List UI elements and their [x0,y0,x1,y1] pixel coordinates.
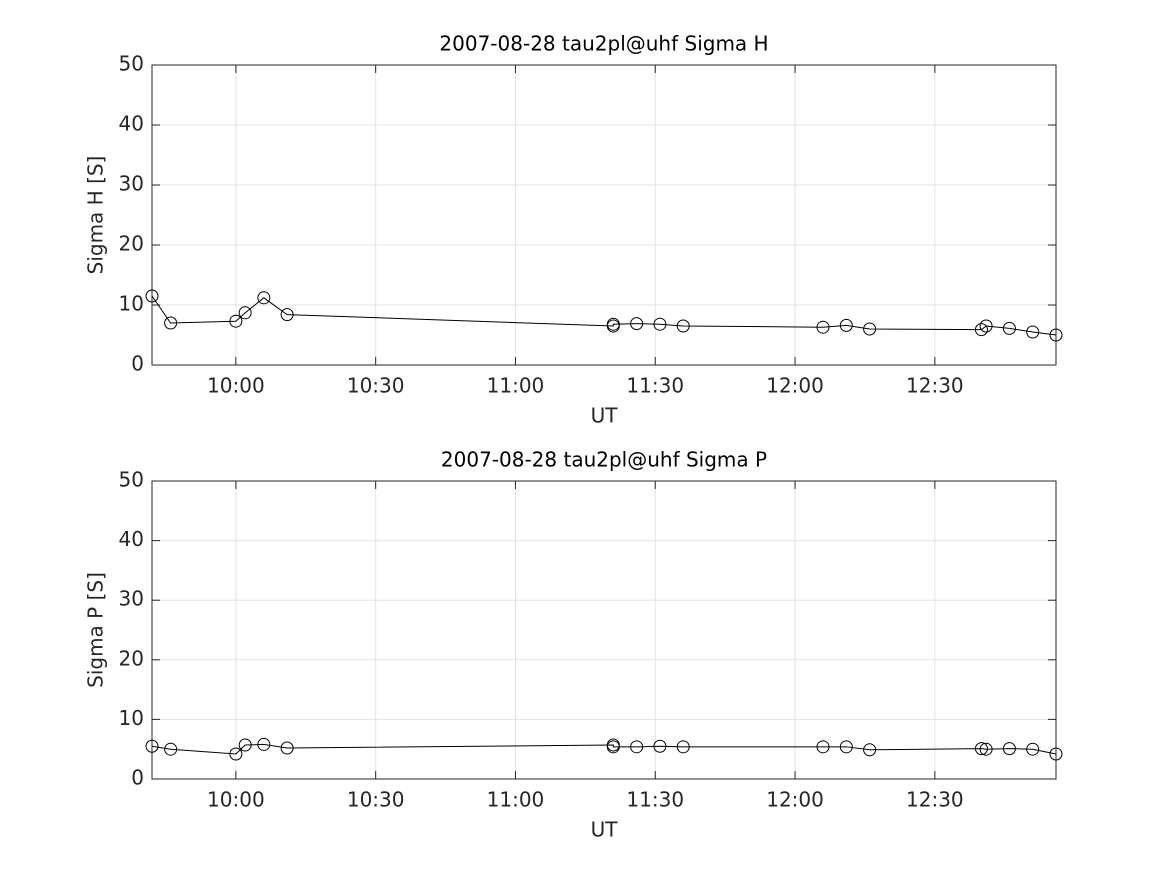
chart-title: 2007-08-28 tau2pl@uhf Sigma P [441,448,767,472]
x-tick-label: 12:00 [766,788,824,812]
data-point [653,739,667,753]
y-tick-label: 40 [119,527,144,551]
data-point [863,322,877,336]
data-point [630,740,644,754]
data-point [839,740,853,754]
data-point [974,323,988,337]
data-point [676,319,690,333]
x-axis-label: UT [591,818,619,842]
y-tick-label: 20 [119,646,144,670]
x-tick-label: 10:30 [347,788,405,812]
y-tick-label: 50 [119,468,144,492]
data-point [257,291,271,305]
data-point [676,740,690,754]
plot-frame [151,480,1057,780]
data-point [606,317,620,331]
data-point [839,318,853,332]
data-point [1049,328,1063,342]
y-axis-label: Sigma H [S] [84,156,108,275]
x-tick-label: 10:00 [207,374,265,398]
data-point [257,737,271,751]
data-point [979,319,993,333]
data-point [164,742,178,756]
x-tick-label: 11:30 [626,788,684,812]
y-tick-label: 30 [119,587,144,611]
y-tick-label: 10 [119,706,144,730]
chart-title: 2007-08-28 tau2pl@uhf Sigma H [439,32,768,56]
y-axis-label: Sigma P [S] [84,572,108,688]
data-point [653,317,667,331]
plot-area [152,65,1056,365]
x-tick-label: 11:00 [487,374,545,398]
data-point [229,314,243,328]
data-point [863,743,877,757]
data-point [280,308,294,322]
plot-frame [151,64,1057,366]
data-point [1026,742,1040,756]
x-axis-label: UT [591,404,619,428]
x-tick-label: 12:30 [906,788,964,812]
y-tick-label: 10 [119,292,144,316]
y-tick-label: 20 [119,232,144,256]
data-point [630,317,644,331]
x-tick-label: 11:30 [626,374,684,398]
x-tick-label: 10:00 [207,788,265,812]
y-tick-label: 40 [119,112,144,136]
data-point [979,742,993,756]
data-point [1002,742,1016,756]
data-point [145,739,159,753]
data-point [238,306,252,320]
x-tick-label: 10:30 [347,374,405,398]
x-tick-label: 12:00 [766,374,824,398]
data-point [816,740,830,754]
data-point [280,741,294,755]
data-point [974,742,988,756]
y-tick-label: 50 [119,52,144,76]
y-tick-label: 0 [131,766,144,790]
data-point [229,747,243,761]
x-tick-label: 12:30 [906,374,964,398]
data-point [164,316,178,330]
y-tick-label: 30 [119,172,144,196]
data-point [606,740,620,754]
data-point [816,320,830,334]
plot-area [152,481,1056,779]
data-point [145,289,159,303]
data-point [1049,747,1063,761]
data-point [238,738,252,752]
data-point [1002,321,1016,335]
data-point [1026,325,1040,339]
x-tick-label: 11:00 [487,788,545,812]
series-line [151,743,1057,755]
y-tick-label: 0 [131,352,144,376]
